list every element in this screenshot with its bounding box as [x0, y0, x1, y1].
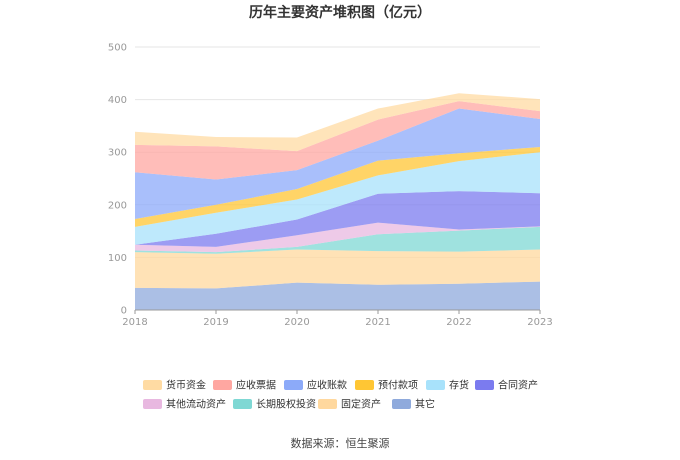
- legend-swatch: [318, 399, 337, 409]
- legend-label: 长期股权投资: [256, 398, 316, 411]
- x-tick-label: 2022: [446, 317, 471, 328]
- legend-swatch: [284, 380, 303, 390]
- legend-label: 固定资产: [341, 398, 381, 411]
- legend-swatch: [392, 399, 411, 409]
- x-tick-label: 2023: [527, 317, 552, 328]
- legend-label: 预付款项: [378, 379, 418, 392]
- x-tick-label: 2019: [203, 317, 228, 328]
- area-5: [135, 152, 540, 245]
- area-2: [135, 226, 540, 254]
- area-0: [135, 281, 540, 310]
- legend-label: 货币资金: [166, 379, 206, 392]
- axes: 2018 2019 2020 2021 2022 2023: [122, 309, 553, 328]
- legend-label: 存货: [449, 379, 469, 392]
- x-tick-label: 2018: [122, 317, 147, 328]
- y-tick-label: 400: [108, 95, 127, 106]
- y-tick-label: 300: [108, 148, 127, 159]
- x-tick-label: 2021: [365, 317, 390, 328]
- legend-label: 应收账款: [307, 379, 347, 392]
- area-7: [135, 108, 540, 219]
- legend-label: 合同资产: [498, 379, 538, 392]
- area-series: [135, 93, 540, 310]
- legend-swatch: [213, 380, 232, 390]
- y-tick-label: 0: [121, 306, 127, 317]
- y-tick-label: 100: [108, 253, 127, 264]
- legend-swatch: [143, 399, 162, 409]
- y-tick-label: 200: [108, 200, 127, 211]
- y-tick-label: 500: [108, 43, 127, 54]
- area-3: [135, 222, 540, 253]
- legend-label: 其他流动资产: [166, 398, 226, 411]
- legend-swatch: [143, 380, 162, 390]
- area-4: [135, 191, 540, 247]
- x-tick-label: 2020: [284, 317, 309, 328]
- legend-label: 其它: [415, 398, 435, 411]
- area-8: [135, 101, 540, 180]
- area-1: [135, 249, 540, 289]
- legend-swatch: [475, 380, 494, 390]
- legend-swatch: [426, 380, 445, 390]
- area-9: [135, 93, 540, 152]
- legend-label: 应收票据: [236, 379, 276, 392]
- legend-swatch: [233, 399, 252, 409]
- data-source-note: 数据来源：恒生聚源: [291, 436, 390, 450]
- area-6: [135, 146, 540, 227]
- chart-title: 历年主要资产堆积图（亿元）: [249, 4, 431, 21]
- legend-swatch: [355, 380, 374, 390]
